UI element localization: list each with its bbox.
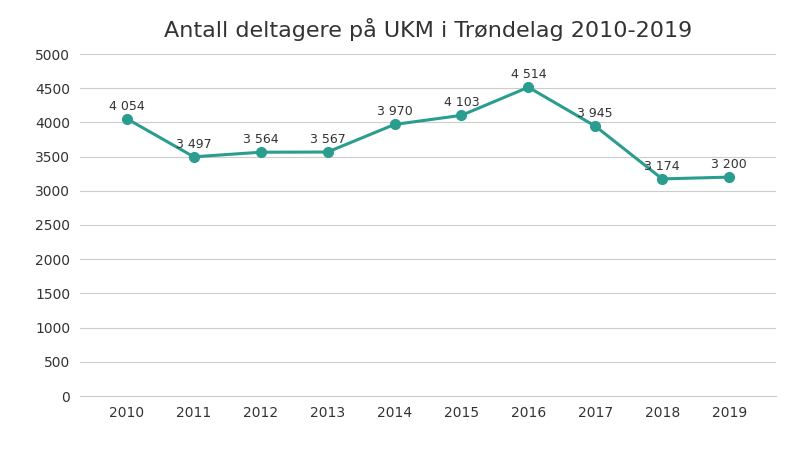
Text: 3 567: 3 567 [310,133,346,146]
Text: 3 970: 3 970 [377,105,413,118]
Text: 3 945: 3 945 [578,107,613,120]
Text: 4 054: 4 054 [109,99,145,112]
Text: 4 514: 4 514 [510,68,546,81]
Title: Antall deltagere på UKM i Trøndelag 2010-2019: Antall deltagere på UKM i Trøndelag 2010… [164,18,692,41]
Text: 3 564: 3 564 [243,133,278,146]
Text: 3 497: 3 497 [176,138,211,151]
Text: 3 174: 3 174 [645,160,680,173]
Text: 4 103: 4 103 [444,96,479,109]
Text: 3 200: 3 200 [711,158,747,171]
